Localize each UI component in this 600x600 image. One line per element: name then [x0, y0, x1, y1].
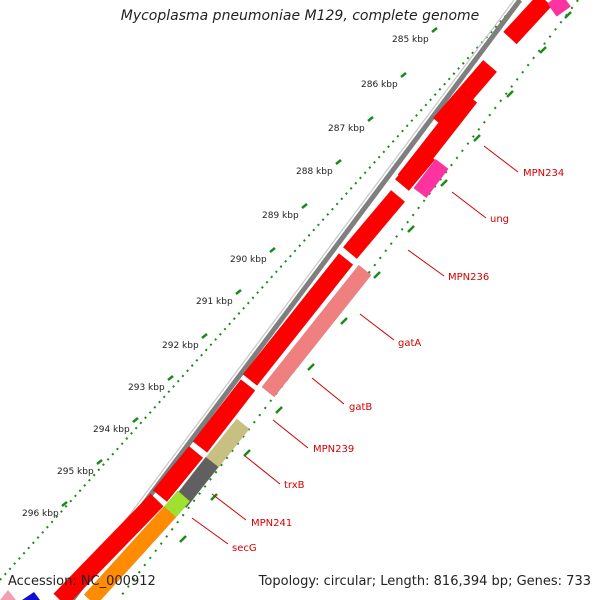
genome-summary: Topology: circular; Length: 816,394 bp; … [259, 574, 591, 589]
major-tick [201, 333, 208, 339]
gene-block [242, 253, 354, 386]
genes-prefix: ; Genes: [508, 574, 567, 589]
accession-value: NC_000912 [80, 574, 156, 589]
major-tick [367, 116, 374, 122]
ruler-track [0, 0, 521, 581]
ruler-label: 291 kbp [196, 297, 233, 307]
gene-block-mpn241 [173, 456, 219, 509]
gene-block [394, 147, 436, 192]
gene-label-ung: ung [490, 214, 509, 225]
gene-block-mpn234 [547, 0, 571, 17]
gene-label-gatb: gatB [349, 402, 372, 413]
ruler-labels: 285 kbp 286 kbp 287 kbp 288 kbp 289 kbp 290 k… [22, 35, 429, 519]
ruler-label: 285 kbp [392, 35, 429, 45]
topology-prefix: Topology: [258, 574, 324, 589]
inner-tick [440, 179, 448, 187]
genome-backbone-highlight [65, 0, 515, 600]
gene-leader-line [244, 455, 281, 485]
major-tick [132, 417, 139, 423]
gene-block-gata [261, 264, 372, 398]
gene-block [53, 493, 164, 600]
major-tick [269, 247, 276, 253]
gene-label-mpn234: MPN234 [523, 168, 564, 179]
length-value: 816,394 bp [433, 574, 509, 589]
ruler-label: 288 kbp [296, 167, 333, 177]
gene-label-secg: secG [232, 543, 257, 554]
ruler-label: 292 kbp [162, 341, 199, 351]
inner-tick [307, 363, 315, 371]
ruler-label: 290 kbp [230, 255, 267, 265]
gene-labels: MPN234 ung MPN236 gatA gatB MPN239 trxB MPN241 s… [232, 168, 564, 554]
ruler-label: 289 kbp [262, 211, 299, 221]
major-tick [61, 501, 68, 507]
major-ticks [61, 11, 572, 543]
inner-tick [506, 90, 514, 98]
ruler-label: 286 kbp [361, 80, 398, 90]
inner-tick [179, 535, 187, 543]
major-tick [301, 203, 308, 209]
major-tick [96, 459, 103, 465]
major-tick [431, 27, 438, 33]
genes-value: 733 [566, 574, 591, 589]
inner-tick [473, 134, 481, 142]
accession-text: Accession: NC_000912 [8, 574, 156, 589]
inner-tick [407, 225, 415, 233]
gene-leader-line [483, 145, 519, 173]
gene-label-trxb: trxB [284, 480, 305, 491]
gene-leader-line [451, 191, 487, 219]
length-prefix: ; Length: [371, 574, 434, 589]
gene-block-pink [0, 590, 16, 600]
inner-tick [539, 46, 547, 54]
ruler-label: 287 kbp [328, 124, 365, 134]
gene-label-mpn236: MPN236 [448, 272, 489, 283]
gene-block [192, 379, 256, 453]
ruler-label: 294 kbp [93, 425, 130, 435]
gene-block-blue [22, 592, 40, 600]
ruler-label: 295 kbp [57, 467, 94, 477]
major-tick [400, 72, 407, 78]
topology-value: circular [323, 574, 372, 589]
gene-blocks [0, 0, 571, 600]
gene-leaders [191, 145, 519, 545]
major-tick [335, 159, 342, 165]
gene-leader-line [272, 419, 309, 449]
map-title: Mycoplasma pneumoniae M129, complete gen… [120, 8, 480, 24]
gene-label-gata: gatA [398, 338, 421, 349]
ruler-label: 293 kbp [128, 383, 165, 393]
gene-label-mpn241: MPN241 [251, 518, 292, 529]
gene-leader-line [311, 377, 345, 405]
gene-block-ung [413, 158, 449, 199]
inner-tick [340, 317, 348, 325]
inner-tick [243, 449, 251, 457]
accession-prefix: Accession: [8, 574, 81, 589]
inner-tick [275, 406, 283, 414]
gene-leader-line [407, 249, 445, 277]
gene-block-orange [83, 506, 177, 600]
gene-block-secg [163, 490, 191, 518]
gene-block [152, 445, 204, 503]
gene-leader-line [359, 313, 395, 341]
inner-tick [373, 271, 381, 279]
gene-block [503, 0, 552, 45]
gene-label-mpn239: MPN239 [313, 444, 354, 455]
gene-block [342, 189, 406, 260]
ruler-label: 296 kbp [22, 509, 59, 519]
gene-leader-line [191, 517, 229, 545]
gene-leader-line [211, 493, 247, 521]
inner-tick [210, 493, 218, 501]
inner-tick [564, 11, 572, 19]
major-tick [167, 375, 174, 381]
major-tick [235, 289, 242, 295]
